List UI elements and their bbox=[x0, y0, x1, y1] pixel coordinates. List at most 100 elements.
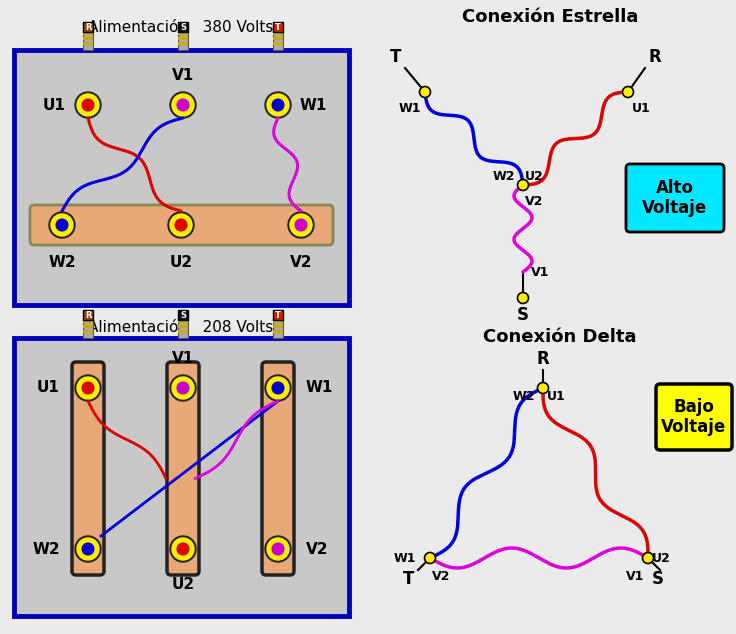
Circle shape bbox=[56, 219, 68, 231]
Circle shape bbox=[75, 536, 101, 562]
Bar bbox=[273, 37, 283, 40]
Circle shape bbox=[420, 86, 431, 98]
Text: V2: V2 bbox=[290, 255, 312, 270]
Text: T: T bbox=[275, 311, 281, 320]
Circle shape bbox=[49, 212, 75, 238]
Circle shape bbox=[77, 94, 99, 116]
Text: Bajo
Voltaje: Bajo Voltaje bbox=[662, 398, 726, 436]
Bar bbox=[178, 310, 188, 320]
Circle shape bbox=[175, 219, 187, 231]
Bar bbox=[83, 32, 93, 35]
Circle shape bbox=[82, 99, 94, 111]
Text: W2: W2 bbox=[512, 390, 535, 403]
Text: R: R bbox=[649, 48, 662, 66]
Text: V1: V1 bbox=[626, 570, 644, 583]
Circle shape bbox=[267, 94, 289, 116]
Circle shape bbox=[517, 292, 528, 304]
Circle shape bbox=[170, 375, 196, 401]
Bar bbox=[83, 37, 93, 40]
Circle shape bbox=[267, 538, 289, 560]
Bar bbox=[273, 30, 283, 50]
Text: T: T bbox=[275, 22, 281, 32]
Bar bbox=[273, 320, 283, 323]
Text: S: S bbox=[180, 22, 186, 32]
Bar bbox=[178, 330, 188, 333]
Text: V2: V2 bbox=[525, 195, 543, 208]
Text: W2: W2 bbox=[492, 170, 515, 183]
Bar bbox=[83, 310, 93, 320]
Bar bbox=[83, 30, 93, 50]
Circle shape bbox=[177, 99, 189, 111]
Bar bbox=[178, 37, 188, 40]
Circle shape bbox=[267, 377, 289, 399]
Circle shape bbox=[75, 375, 101, 401]
Circle shape bbox=[170, 214, 192, 236]
FancyBboxPatch shape bbox=[262, 362, 294, 575]
Text: V2: V2 bbox=[432, 570, 450, 583]
Bar bbox=[178, 42, 188, 45]
Text: T: T bbox=[389, 48, 401, 66]
Text: U1: U1 bbox=[547, 390, 566, 403]
Bar bbox=[178, 32, 188, 35]
Bar bbox=[273, 32, 283, 35]
Text: W1: W1 bbox=[394, 552, 416, 564]
Bar bbox=[178, 22, 188, 32]
Circle shape bbox=[537, 382, 548, 394]
Circle shape bbox=[170, 92, 196, 118]
Circle shape bbox=[265, 536, 291, 562]
Text: W1: W1 bbox=[398, 102, 421, 115]
Circle shape bbox=[643, 552, 654, 564]
Circle shape bbox=[82, 382, 94, 394]
Text: V1: V1 bbox=[172, 68, 194, 83]
FancyBboxPatch shape bbox=[167, 362, 199, 575]
Text: U1: U1 bbox=[632, 102, 651, 115]
Bar bbox=[273, 22, 283, 32]
Circle shape bbox=[517, 179, 528, 190]
Text: U2: U2 bbox=[652, 552, 670, 564]
FancyBboxPatch shape bbox=[72, 362, 104, 575]
Circle shape bbox=[172, 538, 194, 560]
Bar bbox=[178, 320, 188, 323]
FancyBboxPatch shape bbox=[656, 384, 732, 450]
Text: W2: W2 bbox=[48, 255, 76, 270]
Circle shape bbox=[172, 377, 194, 399]
Circle shape bbox=[177, 382, 189, 394]
Circle shape bbox=[168, 212, 194, 238]
Text: Alimentación   208 Volts: Alimentación 208 Volts bbox=[88, 320, 274, 335]
Text: R: R bbox=[85, 311, 91, 320]
Text: T: T bbox=[403, 570, 414, 588]
Bar bbox=[178, 325, 188, 328]
FancyBboxPatch shape bbox=[14, 338, 349, 616]
Text: W2: W2 bbox=[32, 541, 60, 557]
Bar bbox=[273, 318, 283, 338]
Bar bbox=[83, 330, 93, 333]
Text: V1: V1 bbox=[531, 266, 549, 278]
Bar bbox=[83, 325, 93, 328]
Bar bbox=[273, 330, 283, 333]
FancyBboxPatch shape bbox=[30, 205, 333, 245]
Circle shape bbox=[177, 543, 189, 555]
Text: Conexión Estrella: Conexión Estrella bbox=[461, 8, 638, 26]
Circle shape bbox=[295, 219, 307, 231]
Circle shape bbox=[77, 377, 99, 399]
Text: Conexión Delta: Conexión Delta bbox=[484, 328, 637, 346]
Circle shape bbox=[425, 552, 436, 564]
Circle shape bbox=[288, 212, 314, 238]
Circle shape bbox=[75, 92, 101, 118]
Text: U2: U2 bbox=[525, 170, 544, 183]
Text: U1: U1 bbox=[43, 98, 66, 112]
Text: V2: V2 bbox=[306, 541, 328, 557]
Bar bbox=[83, 22, 93, 32]
Text: S: S bbox=[180, 311, 186, 320]
Circle shape bbox=[272, 99, 284, 111]
Text: U1: U1 bbox=[37, 380, 60, 396]
Text: R: R bbox=[85, 22, 91, 32]
Circle shape bbox=[265, 375, 291, 401]
Text: S: S bbox=[517, 306, 529, 324]
Bar bbox=[178, 318, 188, 338]
Circle shape bbox=[82, 543, 94, 555]
Text: U2: U2 bbox=[169, 255, 193, 270]
Text: R: R bbox=[537, 350, 549, 368]
Circle shape bbox=[265, 92, 291, 118]
FancyBboxPatch shape bbox=[626, 164, 724, 232]
